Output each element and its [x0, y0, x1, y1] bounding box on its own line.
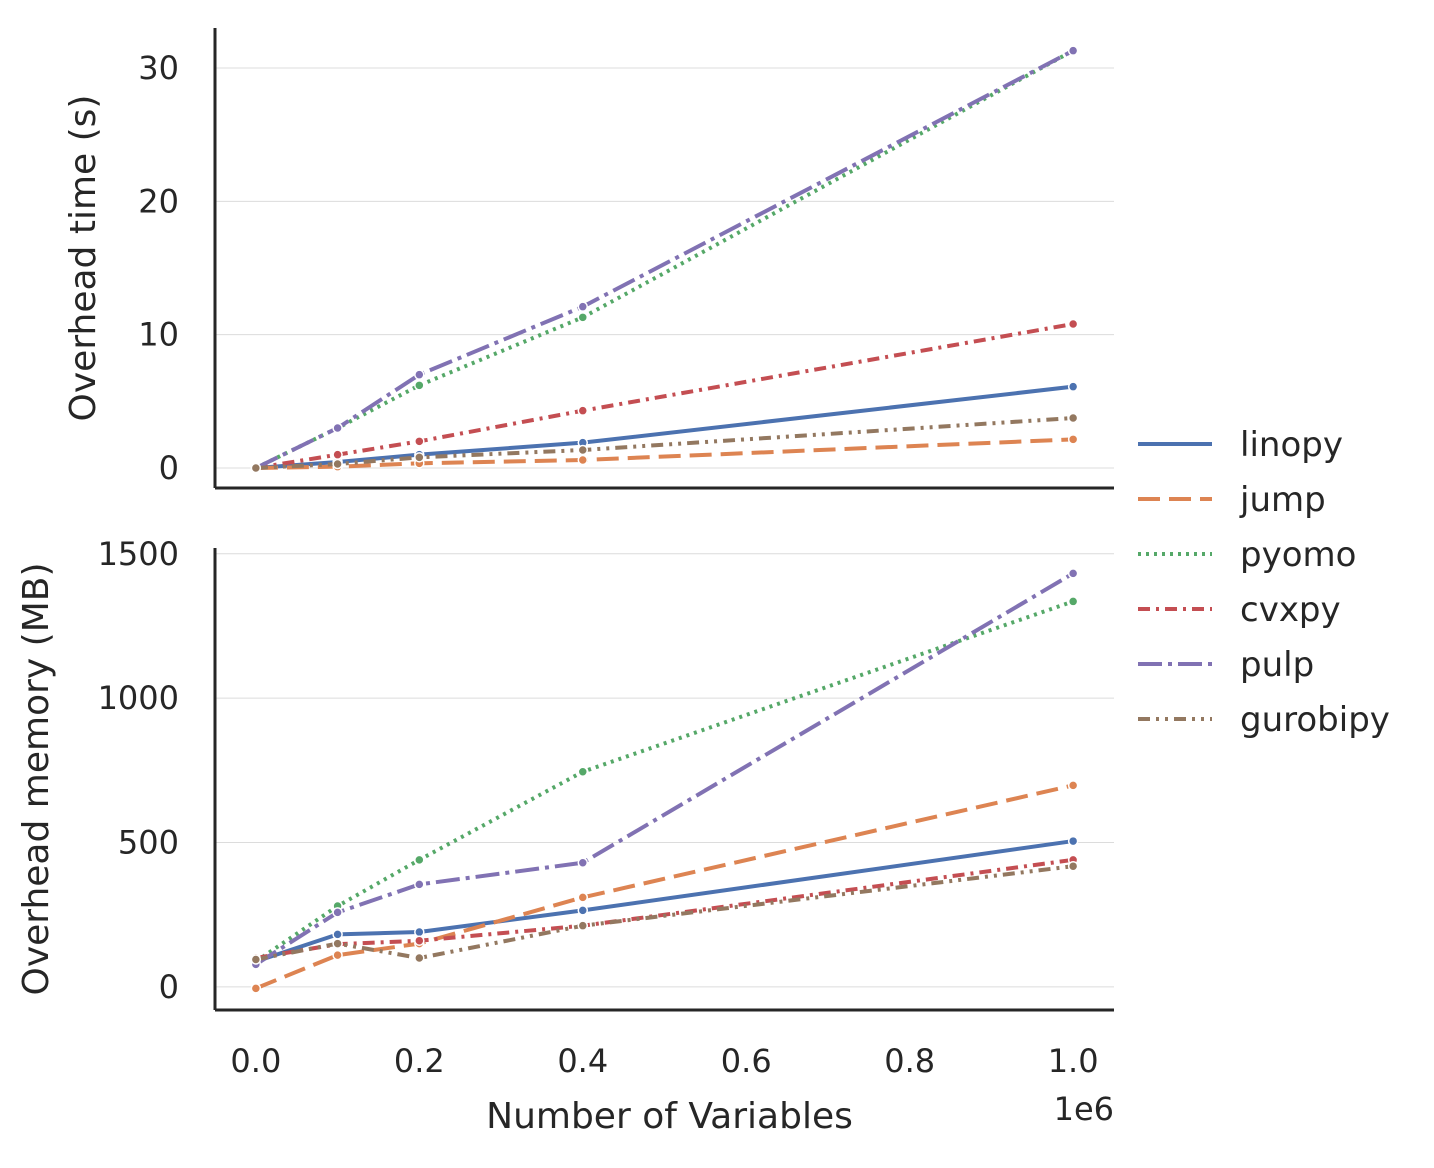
- x-tick-label: 0.6: [721, 1042, 772, 1080]
- legend-item-linopy: linopy: [1138, 425, 1343, 465]
- data-point-pulp: [414, 879, 425, 890]
- data-point-jump: [1067, 780, 1079, 791]
- series-line-jump: [255, 437, 1074, 470]
- legend-label: jump: [1239, 480, 1326, 520]
- data-point-gurobipy: [1067, 412, 1079, 424]
- data-point-linopy: [577, 905, 589, 916]
- data-point-gurobipy: [1067, 860, 1079, 872]
- data-point-pulp: [577, 301, 589, 312]
- series-line-linopy: [255, 839, 1074, 964]
- data-point-linopy: [1067, 381, 1079, 392]
- data-point-pulp: [577, 857, 589, 868]
- x-tick-label: 1.0: [1048, 1042, 1099, 1080]
- legend-label: cvxpy: [1240, 590, 1341, 630]
- legend-item-cvxpy: cvxpy: [1138, 590, 1341, 630]
- data-point-pyomo: [577, 312, 589, 323]
- legend-item-pyomo: pyomo: [1138, 535, 1356, 575]
- data-point-pulp: [414, 369, 425, 380]
- data-point-pyomo: [414, 854, 425, 866]
- data-point-gurobipy: [332, 938, 343, 949]
- data-point-gurobipy: [414, 452, 425, 463]
- data-point-pulp: [1067, 568, 1079, 579]
- series-line-pyomo: [254, 48, 1075, 470]
- data-point-cvxpy: [414, 436, 425, 447]
- data-point-gurobipy: [250, 462, 262, 474]
- data-point-jump: [250, 983, 262, 994]
- y-tick-label: 0: [159, 449, 179, 487]
- data-point-pulp: [332, 422, 343, 434]
- legend-label: pulp: [1240, 645, 1314, 685]
- data-point-jump: [577, 892, 589, 903]
- data-point-pyomo: [1067, 596, 1079, 607]
- y-tick-label: 10: [138, 316, 179, 354]
- y-axis-label: Overhead memory (MB): [16, 563, 57, 996]
- data-point-jump: [332, 949, 343, 961]
- data-point-linopy: [332, 929, 343, 940]
- x-offset-label: 1e6: [1054, 1090, 1114, 1128]
- y-tick-label: 0: [159, 968, 179, 1006]
- data-point-gurobipy: [577, 444, 589, 456]
- legend-item-gurobipy: gurobipy: [1138, 700, 1390, 740]
- series-line-cvxpy: [255, 857, 1074, 960]
- data-point-linopy: [414, 926, 425, 938]
- data-point-gurobipy: [414, 952, 425, 964]
- data-point-cvxpy: [332, 449, 343, 460]
- data-point-cvxpy: [414, 935, 425, 946]
- data-point-pulp: [332, 907, 343, 918]
- data-point-pyomo: [577, 766, 589, 778]
- data-point-pulp: [1067, 45, 1079, 56]
- x-tick-label: 0.2: [394, 1042, 445, 1080]
- data-point-gurobipy: [332, 458, 343, 470]
- legend-item-pulp: pulp: [1138, 645, 1314, 685]
- data-point-jump: [1067, 434, 1079, 445]
- series-line-pyomo: [254, 599, 1074, 964]
- y-tick-label: 20: [138, 182, 179, 220]
- data-point-gurobipy: [577, 920, 589, 931]
- data-point-linopy: [1067, 835, 1079, 847]
- y-tick-label: 1500: [98, 535, 179, 573]
- x-tick-label: 0.4: [557, 1042, 608, 1080]
- legend-label: gurobipy: [1240, 700, 1390, 740]
- legend: linopy jump pyomo cvxpy pulp gurobipy: [1138, 425, 1390, 740]
- bottom-panel: 0 500 1000 1500 Overhead memory (MB) 0.0 0.2 0.…: [16, 535, 1114, 1137]
- series-line-gurobipy: [255, 864, 1074, 962]
- y-tick-label: 500: [118, 824, 179, 862]
- data-point-jump: [577, 454, 589, 466]
- x-axis-label: Number of Variables: [486, 1096, 853, 1137]
- data-point-cvxpy: [1067, 318, 1079, 330]
- series-line-pulp: [254, 48, 1075, 470]
- x-tick-label: 0.0: [230, 1042, 281, 1080]
- legend-label: pyomo: [1240, 535, 1356, 575]
- y-tick-label: 30: [138, 49, 179, 87]
- legend-item-jump: jump: [1138, 480, 1326, 520]
- legend-label: linopy: [1240, 425, 1343, 465]
- y-axis-label: Overhead time (s): [63, 95, 104, 422]
- series-line-pulp: [254, 571, 1075, 967]
- y-tick-label: 1000: [98, 679, 179, 717]
- data-point-cvxpy: [577, 405, 589, 416]
- data-point-gurobipy: [250, 954, 262, 965]
- x-tick-label: 0.8: [884, 1042, 935, 1080]
- top-panel: 0 10 20 30 Overhead time (s): [63, 28, 1114, 490]
- data-point-pyomo: [414, 380, 425, 391]
